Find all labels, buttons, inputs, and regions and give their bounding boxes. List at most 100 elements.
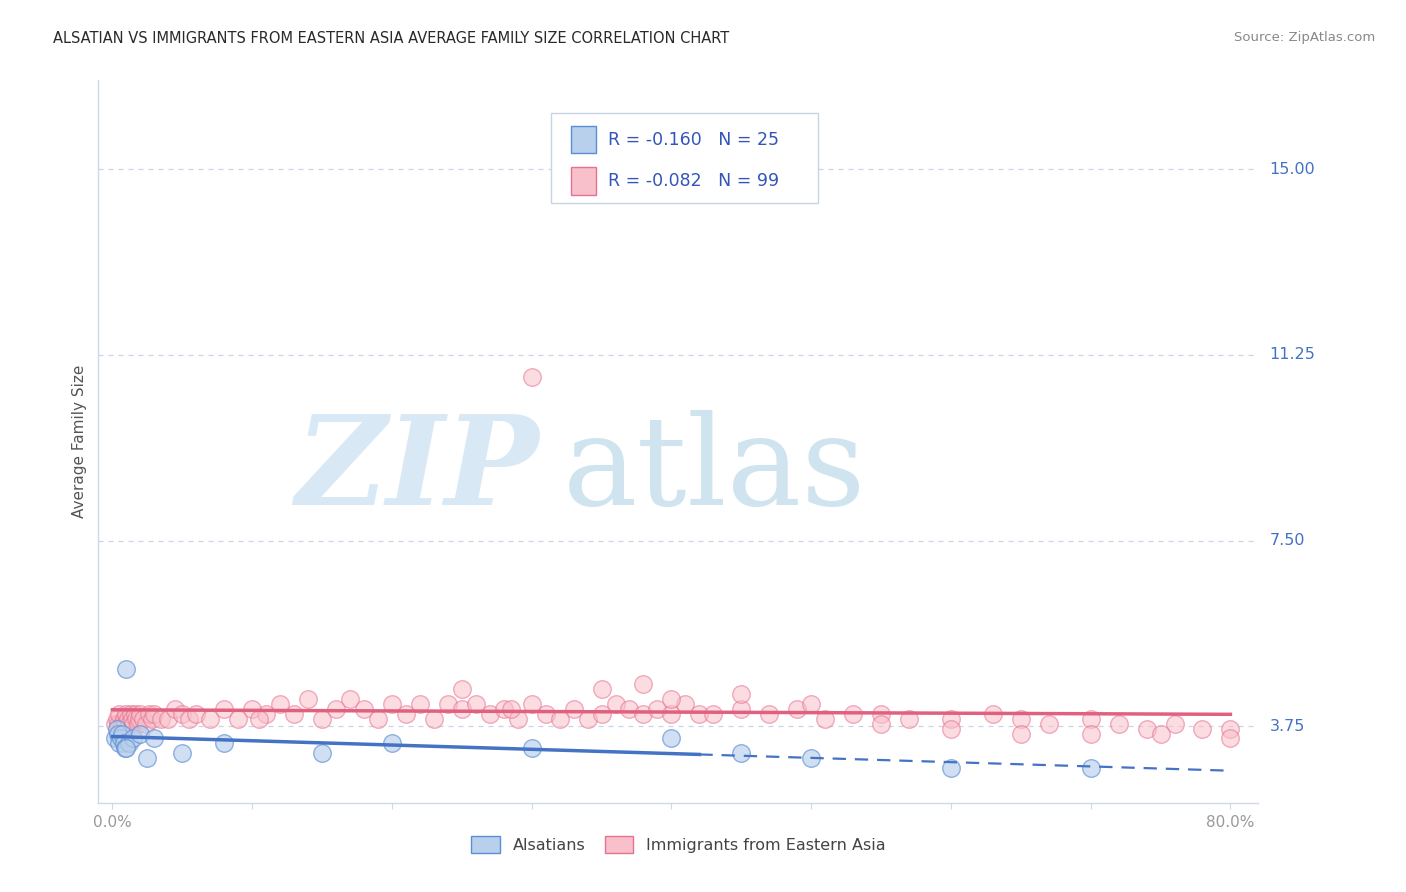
Point [165, 702, 187, 716]
Point [1010, 712, 1032, 726]
Point [520, 697, 543, 711]
Point [186, 706, 208, 721]
Point [325, 702, 347, 716]
Point [297, 691, 319, 706]
Point [110, 731, 132, 746]
Point [534, 706, 557, 721]
Point [939, 712, 962, 726]
Point [450, 702, 472, 716]
Point [842, 706, 865, 721]
Point [105, 722, 128, 736]
Point [786, 702, 808, 716]
Point [129, 706, 152, 721]
Point [247, 712, 270, 726]
Point [283, 706, 305, 721]
Point [104, 731, 127, 746]
Point [104, 716, 127, 731]
Point [129, 726, 152, 740]
Point [939, 761, 962, 775]
Text: R = -0.082   N = 99: R = -0.082 N = 99 [607, 172, 779, 190]
Point [870, 706, 893, 721]
Point [506, 712, 529, 726]
Point [367, 712, 389, 726]
Point [520, 370, 543, 384]
Point [115, 706, 138, 721]
Point [1191, 722, 1213, 736]
Point [591, 681, 613, 696]
Point [118, 716, 141, 731]
Point [311, 712, 333, 726]
Text: ALSATIAN VS IMMIGRANTS FROM EASTERN ASIA AVERAGE FAMILY SIZE CORRELATION CHART: ALSATIAN VS IMMIGRANTS FROM EASTERN ASIA… [53, 31, 730, 46]
Point [381, 736, 404, 750]
Point [673, 697, 696, 711]
Text: 3.75: 3.75 [1270, 719, 1305, 733]
Point [120, 706, 142, 721]
Point [122, 731, 145, 746]
FancyBboxPatch shape [571, 126, 596, 153]
Point [499, 702, 522, 716]
Point [591, 706, 613, 721]
Point [114, 741, 136, 756]
Point [730, 747, 752, 761]
Point [800, 751, 823, 765]
Point [212, 736, 235, 750]
FancyBboxPatch shape [571, 168, 596, 195]
Point [1038, 716, 1060, 731]
Point [105, 712, 128, 726]
Point [112, 712, 135, 726]
Y-axis label: Average Family Size: Average Family Size [72, 365, 87, 518]
Point [562, 702, 585, 716]
Point [647, 702, 669, 716]
Text: 11.25: 11.25 [1270, 348, 1316, 362]
Point [870, 716, 893, 731]
Text: 7.50: 7.50 [1270, 533, 1305, 548]
Point [127, 716, 149, 731]
Point [423, 712, 446, 726]
Point [464, 697, 486, 711]
Point [172, 706, 194, 721]
Point [1080, 761, 1102, 775]
Point [619, 702, 641, 716]
Point [661, 691, 683, 706]
Text: Source: ZipAtlas.com: Source: ZipAtlas.com [1234, 31, 1375, 45]
Point [800, 697, 823, 711]
Point [409, 697, 432, 711]
Point [1219, 731, 1241, 746]
Text: R = -0.160   N = 25: R = -0.160 N = 25 [607, 130, 779, 149]
Point [118, 736, 141, 750]
Point [688, 706, 710, 721]
Point [436, 697, 458, 711]
Point [135, 716, 157, 731]
Point [311, 747, 333, 761]
Point [633, 677, 655, 691]
Point [1108, 716, 1130, 731]
Point [112, 736, 135, 750]
Point [157, 712, 180, 726]
Point [107, 726, 129, 740]
Point [143, 706, 166, 721]
Point [576, 712, 599, 726]
Point [111, 726, 134, 740]
Point [339, 691, 361, 706]
Point [548, 712, 571, 726]
Point [254, 706, 277, 721]
Point [1010, 726, 1032, 740]
Point [492, 702, 515, 716]
Point [115, 741, 138, 756]
Point [981, 706, 1004, 721]
Point [353, 702, 375, 716]
Point [121, 712, 143, 726]
Point [226, 712, 249, 726]
Point [132, 712, 155, 726]
Point [661, 706, 683, 721]
Point [200, 712, 222, 726]
Point [1080, 726, 1102, 740]
Point [117, 712, 139, 726]
Point [730, 687, 752, 701]
Point [520, 741, 543, 756]
Point [111, 716, 134, 731]
Point [107, 716, 129, 731]
Point [269, 697, 291, 711]
Point [939, 722, 962, 736]
Text: ZIP: ZIP [295, 409, 540, 532]
